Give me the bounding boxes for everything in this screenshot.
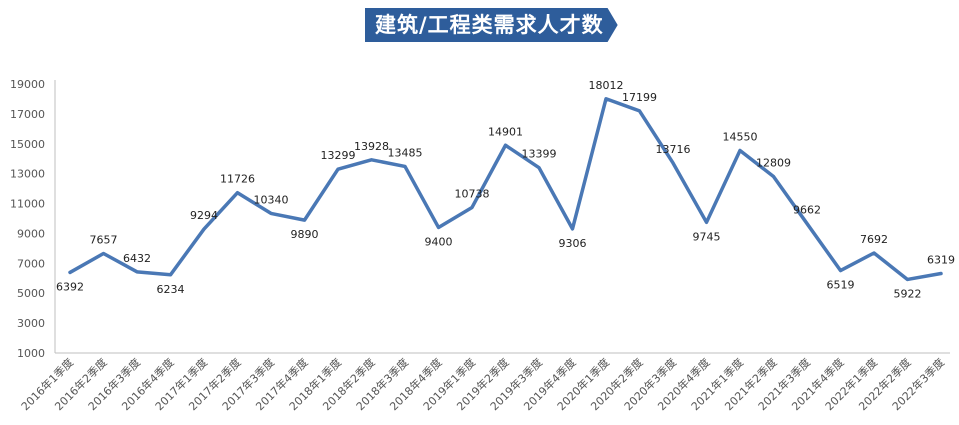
chart-title: 建筑/工程类需求人才数 [365,8,618,42]
y-tick-label: 3000 [17,317,45,330]
data-label: 17199 [622,91,657,104]
data-label: 7692 [860,233,888,246]
data-label: 10340 [254,193,289,206]
y-tick-label: 19000 [10,78,45,91]
data-label: 9662 [793,204,821,217]
data-label: 12809 [756,157,791,170]
series-line [68,97,943,282]
data-label: 6234 [157,283,185,296]
data-label: 11726 [220,173,255,186]
data-label: 14550 [723,131,758,144]
x-axis: 2016年1季度2016年2季度2016年3季度2016年4季度2017年1季度… [18,352,950,413]
data-label: 9745 [693,230,721,243]
data-label: 9294 [190,209,218,222]
data-label: 18012 [589,79,624,92]
y-tick-label: 9000 [17,227,45,240]
y-tick-label: 11000 [10,198,45,211]
y-tick-label: 15000 [10,138,45,151]
y-tick-label: 1000 [17,347,45,360]
data-labels: 6392765764326234929411726103409890132991… [56,79,955,301]
y-axis: 1000 3000 5000 7000 9000 11000 13000 15000 17000… [10,78,56,360]
data-label: 13928 [354,140,389,153]
data-label: 6519 [827,279,855,292]
data-label: 13299 [321,149,356,162]
data-label: 14901 [488,125,523,138]
series-group [68,97,943,282]
data-label: 9890 [291,228,319,241]
data-label: 13399 [522,148,557,161]
data-label: 10738 [455,187,490,200]
data-label: 7657 [90,234,118,247]
y-tick-label: 17000 [10,108,45,121]
data-label: 6432 [123,252,151,265]
data-label: 6392 [56,280,84,293]
data-label: 5922 [894,287,922,300]
y-tick-label: 7000 [17,257,45,270]
data-label: 9400 [425,235,453,248]
data-label: 9306 [559,237,587,250]
data-label: 13716 [656,143,691,156]
data-label: 6319 [927,254,955,267]
data-label: 13485 [388,146,423,159]
y-tick-label: 5000 [17,287,45,300]
y-tick-label: 13000 [10,168,45,181]
